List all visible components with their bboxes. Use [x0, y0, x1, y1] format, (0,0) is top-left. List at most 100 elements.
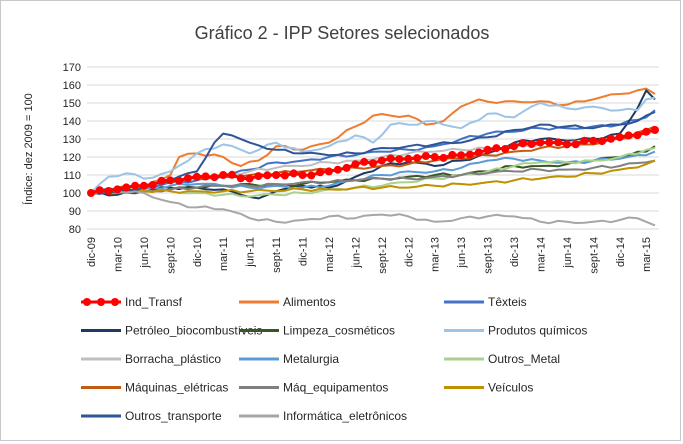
- series-point-Ind_Transf: [483, 145, 492, 154]
- legend-label: Ind_Transf: [125, 295, 183, 309]
- series-point-Ind_Transf: [651, 126, 659, 134]
- series-point-Ind_Transf: [457, 151, 466, 160]
- x-tick-label: mar-15: [641, 237, 653, 272]
- series-point-Ind_Transf: [104, 187, 113, 195]
- series-point-Ind_Transf: [201, 172, 210, 181]
- legend-label: Informática_eletrônicos: [283, 409, 407, 423]
- legend-label: Petróleo_biocombustíveis: [125, 324, 262, 338]
- y-tick-label: 110: [63, 170, 81, 182]
- series-point-Ind_Transf: [122, 183, 131, 192]
- series-point-Ind_Transf: [210, 173, 219, 182]
- series-point-Ind_Transf: [606, 134, 615, 143]
- series-point-Ind_Transf: [624, 131, 633, 140]
- x-tick-label: dic-14: [615, 237, 627, 267]
- x-tick-label: sept-12: [377, 237, 389, 274]
- x-tick-label: jun-10: [139, 237, 151, 269]
- gridlines: [87, 66, 659, 230]
- legend-label: Produtos químicos: [488, 324, 587, 338]
- x-tick-label: dic-13: [509, 237, 521, 267]
- series-line-Informática_eletrônicos: [90, 189, 656, 227]
- series-point-Ind_Transf: [175, 176, 184, 185]
- y-tick-label: 140: [63, 116, 81, 128]
- series-point-Ind_Transf: [360, 157, 369, 166]
- series-lines: [87, 87, 659, 227]
- series-point-Ind_Transf: [448, 150, 457, 159]
- legend-label: Outros_Metal: [488, 352, 560, 366]
- series-point-Ind_Transf: [192, 172, 201, 181]
- y-tick-label: 100: [63, 188, 81, 200]
- series-point-Ind_Transf: [615, 133, 624, 142]
- series-point-Ind_Transf: [95, 186, 104, 195]
- series-line-Produtos químicos: [90, 96, 656, 194]
- series-point-Ind_Transf: [228, 170, 236, 179]
- x-tick-label: mar-11: [218, 237, 230, 271]
- series-point-Ind_Transf: [527, 140, 536, 149]
- legend-marker: [97, 298, 105, 306]
- legend-marker: [83, 298, 91, 306]
- x-tick-label: jun-14: [562, 237, 574, 269]
- series-point-Ind_Transf: [377, 156, 386, 165]
- y-tick-label: 170: [63, 62, 81, 74]
- series-point-Ind_Transf: [598, 137, 607, 146]
- series-point-Ind_Transf: [254, 172, 263, 181]
- series-line-Outros_Metal: [90, 147, 656, 198]
- y-tick-label: 80: [69, 224, 81, 236]
- x-tick-label: sept-11: [271, 237, 283, 273]
- x-tick-label: sept-13: [483, 237, 495, 274]
- series-point-Ind_Transf: [324, 167, 333, 176]
- series-point-Ind_Transf: [413, 154, 422, 163]
- x-tick-label: jun-11: [245, 237, 257, 268]
- y-axis-label: Índice: dez 2009 = 100: [22, 93, 35, 205]
- chart-title: Gráfico 2 - IPP Setores selecionados: [195, 23, 490, 43]
- legend-label: Outros_transporte: [125, 409, 222, 423]
- series-point-Ind_Transf: [183, 174, 192, 183]
- y-tick-label: 90: [69, 206, 81, 218]
- series-point-Ind_Transf: [421, 152, 430, 160]
- x-tick-label: jun-12: [350, 237, 362, 269]
- series-point-Ind_Transf: [474, 148, 483, 157]
- x-tick-label: jun-13: [456, 237, 468, 269]
- series-point-Ind_Transf: [316, 168, 325, 177]
- x-tick-label: dic-10: [192, 237, 204, 267]
- series-line-Alimentos: [90, 87, 656, 195]
- series-point-Ind_Transf: [307, 171, 316, 180]
- series-point-Ind_Transf: [369, 159, 377, 168]
- legend-label: Alimentos: [283, 295, 336, 309]
- series-point-Ind_Transf: [333, 165, 342, 174]
- x-tick-label: sept-14: [588, 237, 600, 274]
- legend-marker: [111, 298, 119, 306]
- x-tick-label: mar-12: [324, 237, 336, 272]
- series-point-Ind_Transf: [272, 171, 281, 179]
- series-point-Ind_Transf: [148, 181, 157, 189]
- series-point-Ind_Transf: [280, 171, 289, 180]
- series-point-Ind_Transf: [571, 140, 580, 149]
- series-point-Ind_Transf: [157, 176, 166, 185]
- series-line-Outros_transporte: [90, 111, 656, 195]
- series-point-Ind_Transf: [236, 174, 245, 183]
- series-point-Ind_Transf: [580, 136, 589, 145]
- series-point-Ind_Transf: [430, 153, 439, 161]
- series-point-Ind_Transf: [589, 136, 598, 145]
- series-point-Ind_Transf: [219, 171, 228, 179]
- x-tick-label: mar-10: [112, 237, 124, 272]
- series-point-Ind_Transf: [439, 153, 448, 162]
- y-axis-ticks: 80 90 100 110 120 130 140 150 160 170: [63, 62, 81, 236]
- series-point-Ind_Transf: [545, 138, 554, 147]
- x-tick-label: sept-10: [165, 237, 177, 274]
- legend-label: Limpeza_cosméticos: [283, 324, 395, 338]
- x-tick-label: dic-11: [298, 237, 310, 266]
- series-point-Ind_Transf: [536, 138, 545, 147]
- series-point-Ind_Transf: [642, 127, 651, 136]
- series-point-Ind_Transf: [465, 150, 474, 159]
- series-line-Máq_equipamentos: [90, 159, 656, 195]
- series-point-Ind_Transf: [633, 131, 642, 140]
- series-point-Ind_Transf: [554, 138, 563, 147]
- x-tick-label: mar-14: [535, 237, 547, 272]
- x-axis-ticks: dic-09 mar-10 jun-10 sept-10 dic-10 mar-11 jun…: [86, 237, 653, 274]
- series-point-Ind_Transf: [263, 171, 272, 180]
- y-tick-label: 130: [63, 134, 81, 146]
- legend-label: Borracha_plástico: [125, 352, 221, 366]
- series-point-Ind_Transf: [87, 189, 95, 197]
- series-point-Ind_Transf: [351, 160, 360, 169]
- series-point-Ind_Transf: [518, 139, 527, 148]
